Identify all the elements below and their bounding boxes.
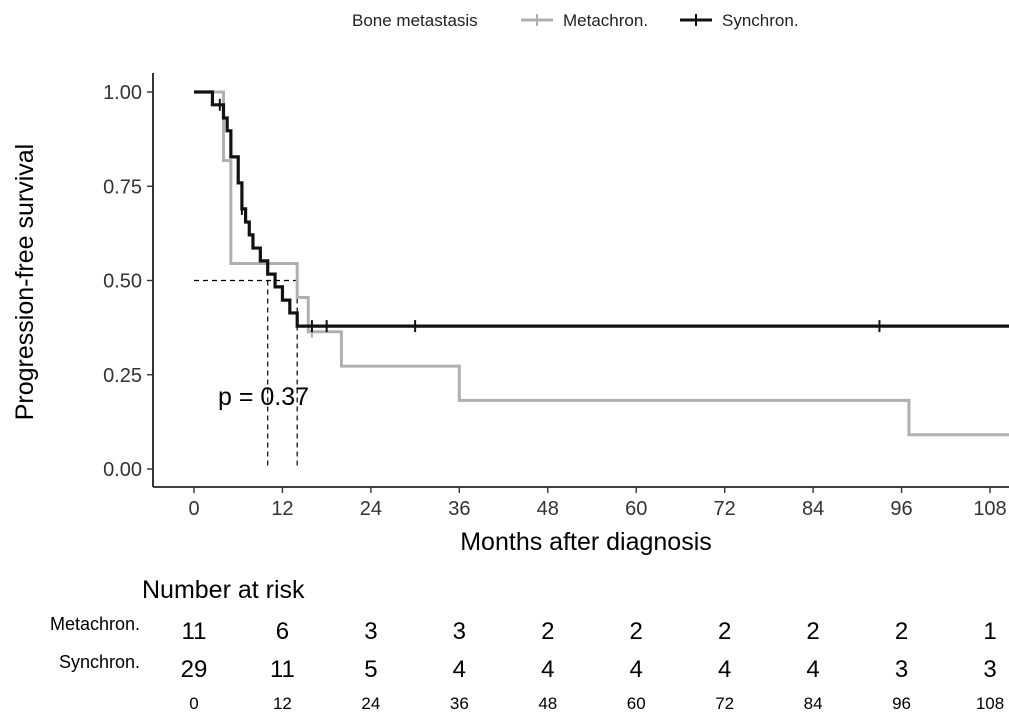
- risk-value: 4: [630, 656, 643, 683]
- risk-time-label: 24: [361, 694, 380, 713]
- risk-value: 3: [983, 656, 996, 683]
- risk-value: 3: [453, 618, 466, 645]
- x-tick-label: 108: [973, 498, 1006, 520]
- risk-time-label: 0: [189, 694, 198, 713]
- risk-time-label: 108: [976, 694, 1004, 713]
- censor-marks: [218, 98, 881, 338]
- y-tick-label: 0.00: [103, 459, 142, 481]
- x-tick-label: 12: [271, 498, 293, 520]
- y-tick-label: 1.00: [103, 82, 142, 104]
- p-value-annotation: p = 0.37: [218, 383, 309, 411]
- risk-value: 2: [806, 618, 819, 645]
- axes: 0.00 0.25 0.50 0.75 1.00 0 12 24 36 48 60 72 84 96 108: [103, 73, 1009, 520]
- x-tick-label: 96: [890, 498, 912, 520]
- risk-time-label: 48: [538, 694, 557, 713]
- x-axis-title: Months after diagnosis: [460, 528, 712, 556]
- x-tick-label: 36: [448, 498, 470, 520]
- x-tick-label: 84: [802, 498, 824, 520]
- legend-title: Bone metastasis: [352, 11, 478, 30]
- risk-row-label: Synchron.: [59, 652, 140, 672]
- risk-row-label: Metachron.: [50, 614, 140, 634]
- x-tick-label: 0: [188, 498, 199, 520]
- legend-item-synchron: Synchron.: [680, 11, 799, 30]
- x-tick-label: 24: [360, 498, 382, 520]
- risk-table: Metachron. 11 6 3 3 2 2 2 2 2 1 Synchron. 29 11 5 4 4 4 4 4…: [50, 614, 1004, 713]
- risk-value: 2: [718, 618, 731, 645]
- legend-label-synchron: Synchron.: [722, 11, 799, 30]
- legend-item-metachron: Metachron.: [521, 11, 648, 30]
- survival-curves: [194, 90, 1009, 437]
- risk-value: 4: [718, 656, 731, 683]
- median-lines: [194, 279, 298, 469]
- legend-label-metachron: Metachron.: [563, 11, 648, 30]
- y-tick-label: 0.25: [103, 365, 142, 387]
- risk-value: 6: [276, 618, 289, 645]
- risk-table-title: Number at risk: [142, 576, 305, 604]
- y-tick-label: 0.50: [103, 271, 142, 293]
- risk-value: 4: [806, 656, 819, 683]
- risk-value: 11: [182, 618, 207, 645]
- risk-value: 4: [541, 656, 554, 683]
- risk-value: 2: [541, 618, 554, 645]
- risk-value: 11: [270, 656, 295, 683]
- risk-value: 5: [364, 656, 377, 683]
- risk-value: 2: [895, 618, 908, 645]
- y-axis-title: Progression-free survival: [11, 144, 39, 421]
- risk-value: 2: [630, 618, 643, 645]
- risk-time-label: 96: [892, 694, 911, 713]
- risk-time-label: 60: [627, 694, 646, 713]
- x-tick-label: 72: [714, 498, 736, 520]
- risk-value: 29: [181, 656, 208, 683]
- risk-time-label: 84: [804, 694, 823, 713]
- legend: Bone metastasis Metachron. Synchron.: [352, 11, 799, 30]
- risk-value: 3: [895, 656, 908, 683]
- x-tick-label: 60: [625, 498, 647, 520]
- y-tick-label: 0.75: [103, 176, 142, 198]
- x-tick-label: 48: [537, 498, 559, 520]
- risk-time-label: 12: [273, 694, 292, 713]
- risk-time-label: 36: [450, 694, 469, 713]
- risk-time-label: 72: [715, 694, 734, 713]
- risk-value: 4: [453, 656, 466, 683]
- risk-value: 1: [983, 618, 996, 645]
- curve-metachron: [194, 90, 1009, 437]
- curve-synchron: [194, 90, 1009, 328]
- risk-value: 3: [364, 618, 377, 645]
